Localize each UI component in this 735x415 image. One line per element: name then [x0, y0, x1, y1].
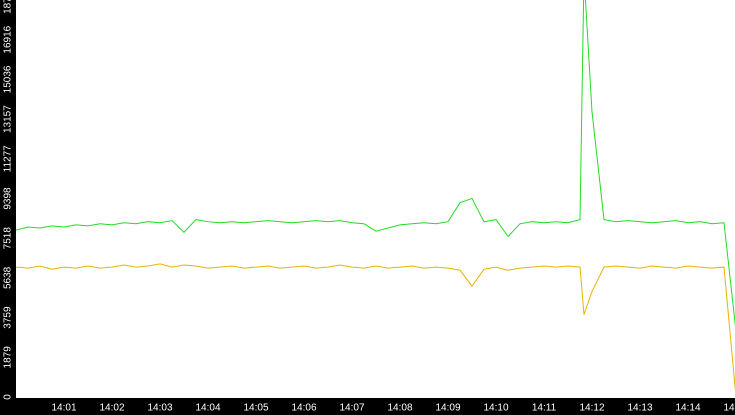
y-axis-strip	[0, 0, 16, 415]
x-tick-label: 14:12	[579, 403, 604, 414]
y-tick-label: 18796	[3, 0, 14, 14]
y-tick-label: 13157	[3, 105, 14, 133]
y-tick-label: 16916	[3, 25, 14, 53]
y-tick-label: 7518	[3, 227, 14, 250]
y-tick-label: 1879	[3, 346, 14, 369]
y-tick-label: 15036	[3, 65, 14, 93]
y-tick-label: 0	[3, 394, 14, 400]
x-tick-label: 14:02	[99, 403, 124, 414]
x-tick-label: 14:08	[387, 403, 412, 414]
x-tick-label: 14:07	[339, 403, 364, 414]
x-tick-label: 14:14	[675, 403, 700, 414]
x-tick-label: 14:03	[147, 403, 172, 414]
x-tick-label: 14:04	[195, 403, 220, 414]
y-tick-label: 11277	[3, 145, 14, 173]
x-tick-label: 14:05	[243, 403, 268, 414]
y-tick-label: 5638	[3, 266, 14, 289]
y-tick-label: 3759	[3, 306, 14, 329]
series-line	[16, 263, 735, 392]
x-tick-label: 14:15	[723, 403, 735, 414]
x-tick-label: 14:10	[483, 403, 508, 414]
x-tick-label: 14:13	[627, 403, 652, 414]
x-tick-label: 14:09	[435, 403, 460, 414]
series-line	[16, 0, 735, 328]
plot-area	[16, 0, 735, 392]
x-tick-label: 14:11	[532, 403, 557, 414]
x-tick-label: 14:01	[51, 403, 76, 414]
y-tick-label: 9398	[3, 187, 14, 210]
x-axis-strip	[0, 398, 735, 415]
x-tick-label: 14:06	[291, 403, 316, 414]
